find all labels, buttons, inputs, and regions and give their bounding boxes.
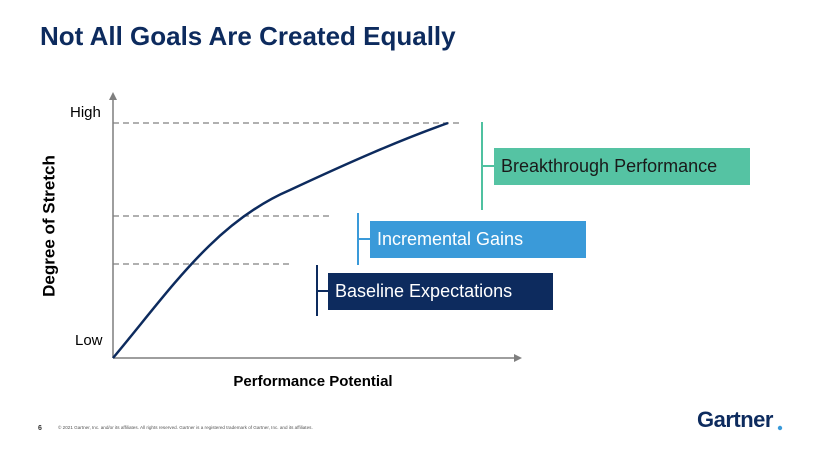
level-label: Baseline Expectations: [335, 281, 512, 301]
y-axis-arrow: [109, 92, 117, 100]
y-axis-label: Degree of Stretch: [39, 155, 58, 297]
x-axis-label: Performance Potential: [233, 373, 392, 390]
level-label: Incremental Gains: [377, 229, 523, 249]
level-box: [370, 221, 586, 258]
y-low-label: Low: [75, 332, 103, 349]
page-number: 6: [38, 425, 42, 432]
stretch-curve: [112, 121, 449, 359]
logo-dot: [777, 425, 783, 431]
level-label: Breakthrough Performance: [501, 156, 717, 176]
x-axis-arrow: [514, 354, 522, 362]
level-box: [494, 148, 750, 185]
copyright: © 2021 Gartner, Inc. and/or its affiliat…: [58, 424, 313, 430]
level-box: [328, 273, 553, 310]
slide-title: Not All Goals Are Created Equally: [40, 21, 456, 51]
y-high-label: High: [70, 104, 101, 121]
logo: Gartner: [697, 407, 774, 432]
